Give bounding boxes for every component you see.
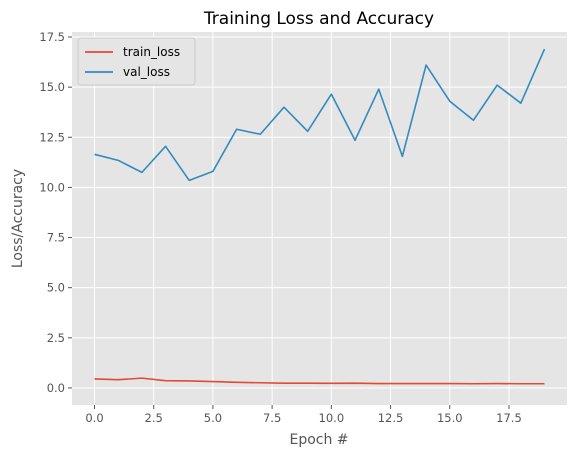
plot-background — [72, 32, 567, 405]
x-tick-label: 15.0 — [437, 411, 463, 425]
legend: train_loss val_loss — [77, 37, 196, 86]
legend-box — [77, 37, 196, 86]
y-tick-label: 17.5 — [39, 30, 65, 44]
x-tick-label: 7.5 — [263, 411, 281, 425]
x-ticks: 0.0 2.5 5.0 7.5 10.0 12.5 15.0 17.5 — [85, 405, 522, 425]
x-tick-label: 10.0 — [319, 411, 345, 425]
x-tick-label: 17.5 — [496, 411, 522, 425]
y-tick-label: 7.5 — [47, 231, 65, 245]
y-tick-label: 15.0 — [39, 80, 65, 94]
legend-label-train-loss: train_loss — [123, 45, 180, 59]
grid — [72, 32, 567, 405]
y-axis-label: Loss/Accuracy — [10, 169, 26, 268]
legend-label-val-loss: val_loss — [123, 65, 170, 79]
x-axis-label: Epoch # — [289, 432, 348, 448]
x-tick-label: 12.5 — [378, 411, 404, 425]
chart-title: Training Loss and Accuracy — [203, 9, 434, 29]
x-tick-label: 5.0 — [204, 411, 222, 425]
series-line-val-loss — [94, 48, 546, 182]
y-tick-label: 0.0 — [47, 381, 65, 395]
y-tick-label: 10.0 — [39, 180, 65, 194]
series-lines — [94, 48, 546, 385]
y-tick-label: 5.0 — [47, 281, 65, 295]
series-line-train-loss — [94, 377, 545, 385]
y-ticks: 0.0 2.5 5.0 7.5 10.0 12.5 15.0 17.5 — [39, 30, 72, 395]
x-tick-label: 2.5 — [145, 411, 163, 425]
y-tick-label: 12.5 — [39, 130, 65, 144]
y-tick-label: 2.5 — [47, 331, 65, 345]
x-tick-label: 0.0 — [85, 411, 103, 425]
